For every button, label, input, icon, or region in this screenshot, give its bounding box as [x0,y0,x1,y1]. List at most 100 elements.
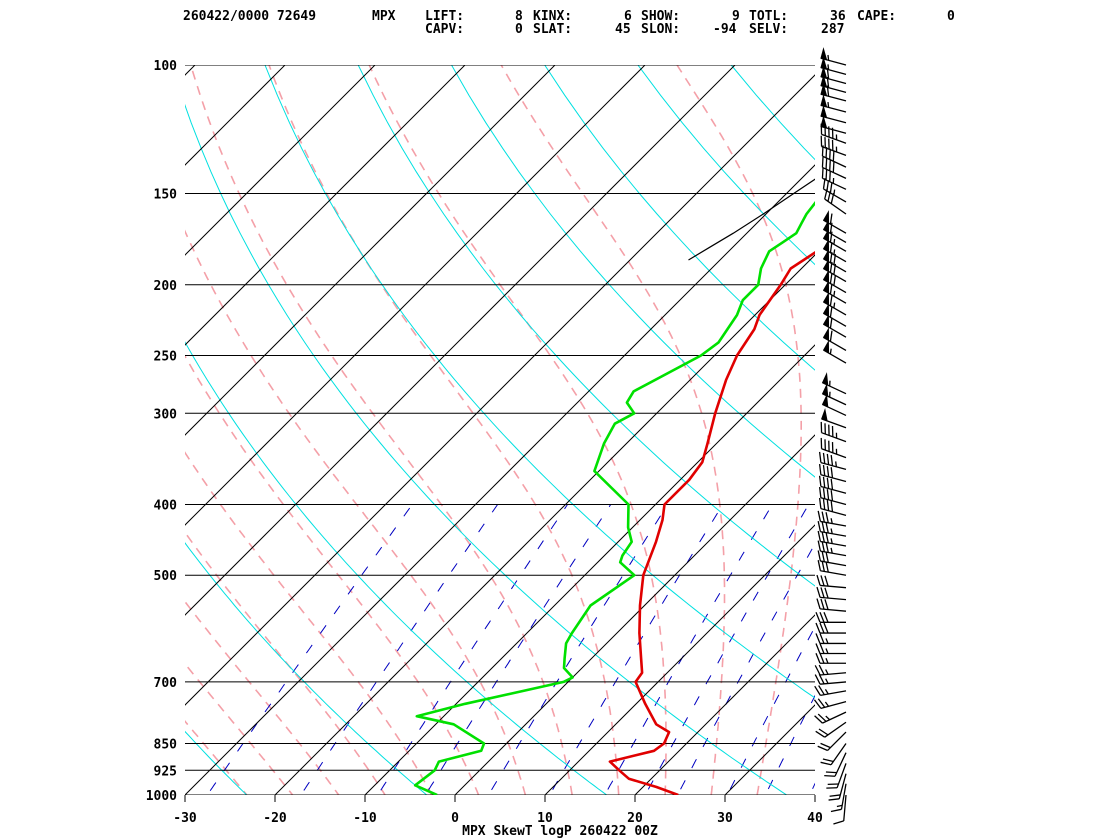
moist-adiabat-line [185,531,387,795]
dry-adiabat-line [886,32,1120,811]
wind-barb [817,731,847,752]
pressure-tick-label: 250 [154,349,178,364]
isotherm-line [185,65,286,166]
moist-adiabat-line [185,451,433,795]
wind-barb [817,530,847,547]
header-lift-label: LIFT: [425,9,465,24]
isotherm-line [544,524,815,795]
moist-adiabat-line [185,662,294,795]
parcel-path [688,178,815,261]
wind-barb [822,314,847,338]
wind-barb [818,463,847,483]
header-selv-value: 287 [821,22,845,37]
x-tick-label: 30 [717,811,733,826]
wind-barb [814,664,847,676]
dry-adiabat-line [544,65,815,371]
mixing-ratio-line [377,504,568,795]
wind-barb [817,550,847,567]
header-kinx-label: KINX: [533,9,573,24]
moist-adiabat-line [268,65,620,795]
wind-barb [822,280,847,304]
wind-barb [822,219,847,243]
isotherm-line [185,65,736,616]
header-lift-value: 8 [515,9,523,24]
wind-barb [815,653,846,664]
x-tick-label: -10 [353,811,377,826]
pressure-tick-label: 850 [154,737,178,752]
footer-caption: MPX SkewT logP 260422 00Z [462,824,658,839]
wind-barb [820,421,847,443]
wind-barb [828,773,847,801]
isotherm-line [634,614,815,795]
x-tick-label: 10 [537,811,553,826]
isotherm-line [274,254,815,795]
header-show-value: 9 [732,9,740,24]
wind-barb [818,497,847,517]
wind-barb [818,451,847,470]
wind-barb [821,393,847,416]
pressure-tick-label: 300 [154,407,178,422]
wind-barb [830,783,847,813]
dry-adiabat-line [450,65,815,478]
plot-area [185,32,1120,811]
wind-barb [821,407,847,429]
dry-adiabat-line [637,65,815,266]
moist-adiabat-line [189,65,573,795]
mixing-ratio-line [676,542,815,795]
wind-barb [822,269,847,294]
isobars [185,65,815,795]
mixing-ratio-line [487,504,669,795]
header-station-line: 260422/0000 72649 [183,9,317,24]
header-totl-label: TOTL: [749,9,789,24]
x-tick-label: 0 [451,811,459,826]
isotherm-line [724,704,815,795]
pressure-tick-label: 1000 [146,789,177,804]
wind-barb [822,303,847,327]
header-slon-label: SLON: [641,22,681,37]
wind-barb [821,145,847,168]
wind-barb [822,228,847,252]
mixing-ratio-line [549,504,724,795]
mixing-ratio-line [604,504,773,795]
header-selv-label: SELV: [749,22,789,37]
header-capv-label: CAPV: [425,22,465,37]
temperature-trace [608,250,815,795]
isotherm-line [185,65,466,346]
header-totl-value: 36 [830,9,846,24]
wind-barb [820,743,847,766]
temperature-ticks: -30 -20 -10 0 10 20 30 40 [173,795,823,826]
pressure-tick-labels: 100 150 200 250 300 400 500 700 850 925 1000 [146,59,177,804]
wind-barb [824,752,847,777]
wind-barb [814,673,847,685]
mixing-ratio-line [726,625,815,795]
wind-barb [815,622,846,634]
dewpoint-line [413,200,815,795]
wind-barb [824,188,847,215]
wind-barb [813,698,847,710]
wind-barb [815,643,846,655]
isotherm-line [185,65,646,526]
isotherm-line [814,794,815,795]
header-kinx-value: 6 [624,9,632,24]
header-slat-value: 45 [615,22,631,37]
dry-adiabat-line [796,32,1120,811]
header-capv-value: 0 [515,22,523,37]
dry-adiabat-line [730,65,815,161]
moist-adiabat-line [368,65,667,795]
wind-barb [820,94,847,113]
moist-adiabat-line [185,229,527,795]
mixing-ratio-line [424,504,612,795]
mixing-ratio-lines [206,504,815,795]
isotherm-line [185,74,815,706]
wind-barb [826,763,847,789]
mixing-ratio-line [809,782,815,795]
x-tick-label: 40 [807,811,823,826]
x-tick-label: 20 [627,811,643,826]
dry-adiabat-line [185,542,428,795]
wind-barb [820,123,847,144]
wind-barb [822,291,847,316]
dry-adiabat-line [185,730,248,795]
wind-barb [814,685,847,697]
wind-barb [816,598,847,612]
